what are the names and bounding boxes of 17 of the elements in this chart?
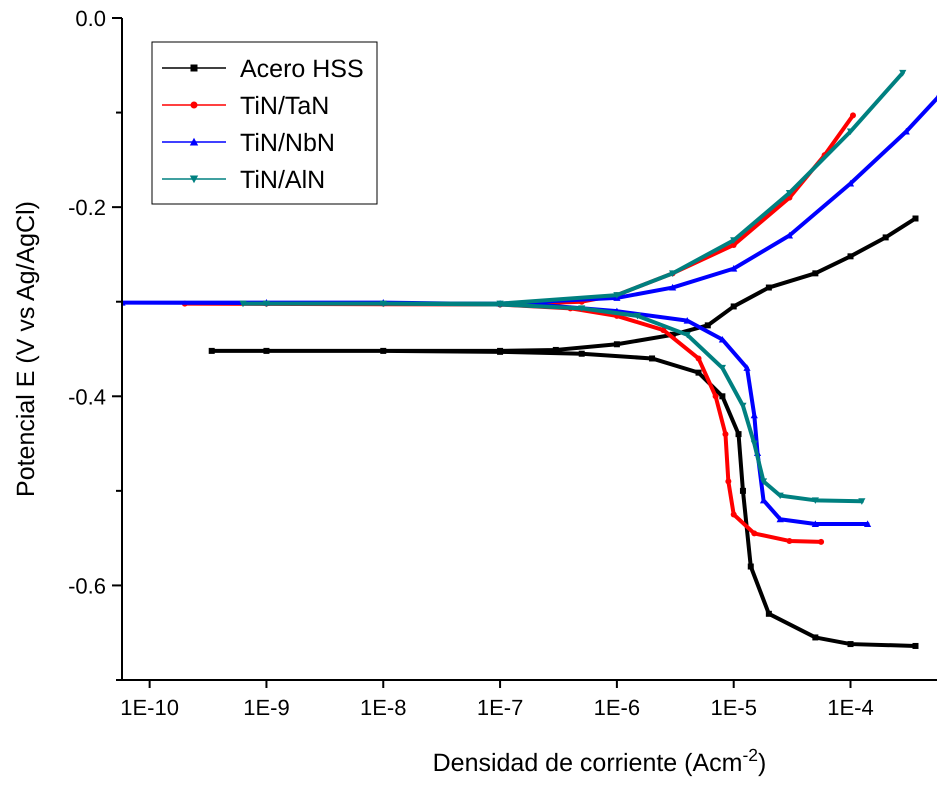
y-axis-title: Potencial E (V vs Ag/AgCl) (12, 201, 40, 497)
x-tick-label: 1E-8 (360, 695, 407, 720)
legend-label: TiN/NbN (240, 129, 335, 157)
y-tick-label: 0.0 (75, 6, 106, 31)
legend-label: TiN/TaN (240, 92, 330, 120)
y-tick-label: -0.6 (68, 573, 106, 598)
legend-label: Acero HSS (240, 55, 364, 83)
x-tick-label: 1E-6 (594, 695, 640, 720)
x-axis-title: Densidad de corriente (Acm$^{-2}$) (432, 745, 766, 777)
y-tick-label: -0.2 (68, 195, 106, 220)
x-tick-label: 1E-5 (710, 695, 757, 720)
y-tick-label: -0.4 (68, 384, 106, 410)
x-tick-label: 1E-10 (120, 695, 179, 720)
x-tick-label: 1E-7 (476, 695, 524, 720)
x-tick-label: 1E-9 (243, 695, 290, 720)
x-tick-label: 1E-4 (827, 695, 874, 720)
legend-label: TiN/AlN (240, 166, 326, 194)
